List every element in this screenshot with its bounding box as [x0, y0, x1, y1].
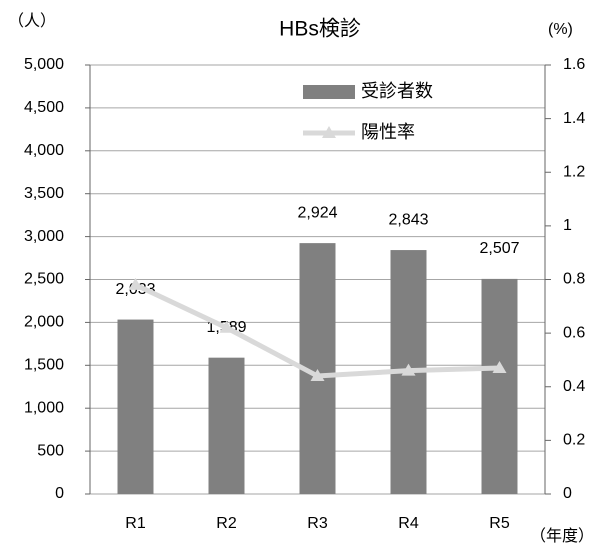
y2-tick-label: 0.4 — [563, 378, 585, 395]
y-tick-label: 4,000 — [24, 142, 64, 159]
y-tick-label: 3,000 — [24, 228, 64, 245]
line-marker — [219, 320, 234, 333]
y-tick-label: 1,000 — [24, 399, 64, 416]
x-axis-label: （年度） — [530, 527, 594, 545]
y-tick-label: 2,500 — [24, 271, 64, 288]
legend-label: 陽性率 — [361, 122, 415, 142]
y2-tick-label: 1 — [563, 217, 572, 234]
legend-label: 受診者数 — [361, 81, 433, 101]
bar — [117, 319, 154, 494]
x-tick-label: R1 — [125, 515, 146, 532]
y2-tick-label: 0.8 — [563, 271, 585, 288]
line-marker — [401, 363, 416, 376]
legend-swatch — [303, 85, 355, 99]
line-marker — [492, 360, 507, 373]
y2-tick-label: 1.4 — [563, 110, 585, 127]
bar — [481, 278, 518, 494]
bar — [208, 357, 245, 494]
y-tick-label: 3,500 — [24, 185, 64, 202]
y2-axis-label: (%) — [548, 21, 573, 38]
data-label: 2,843 — [388, 211, 428, 228]
y2-tick-label: 0.2 — [563, 432, 585, 449]
y-tick-label: 500 — [37, 442, 64, 459]
x-tick-label: R2 — [216, 515, 237, 532]
x-tick-label: R5 — [489, 515, 510, 532]
y-tick-label: 5,000 — [24, 56, 64, 73]
x-tick-label: R3 — [307, 515, 328, 532]
chart-title: HBs検診 — [279, 18, 361, 41]
line-marker — [310, 369, 325, 382]
y-tick-label: 0 — [55, 485, 64, 502]
y2-tick-label: 1.2 — [563, 163, 585, 180]
y2-tick-label: 0.6 — [563, 324, 585, 341]
y-tick-label: 4,500 — [24, 99, 64, 116]
legend-marker — [322, 126, 336, 138]
y-tick-label: 2,000 — [24, 314, 64, 331]
data-label: 2,924 — [297, 204, 337, 221]
y-tick-label: 1,500 — [24, 357, 64, 374]
x-tick-label: R4 — [398, 515, 419, 532]
line-marker — [128, 277, 143, 290]
y2-tick-label: 1.6 — [563, 56, 585, 73]
y-axis-label: （人） — [8, 12, 56, 30]
data-label: 2,507 — [479, 240, 519, 257]
y2-tick-label: 0 — [563, 485, 572, 502]
